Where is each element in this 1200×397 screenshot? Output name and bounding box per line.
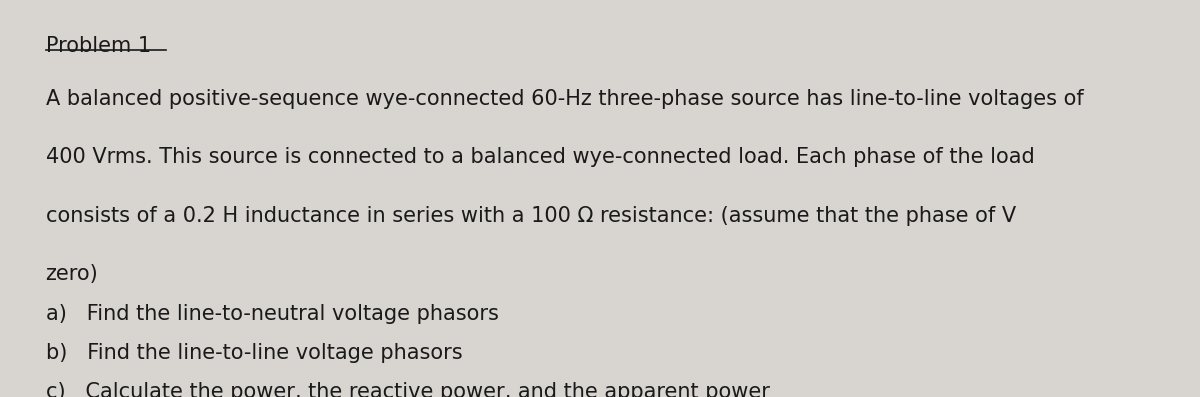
Text: b)   Find the line-to-line voltage phasors: b) Find the line-to-line voltage phasors xyxy=(46,343,462,363)
Text: zero): zero) xyxy=(46,264,98,284)
Text: Problem 1: Problem 1 xyxy=(46,36,151,56)
Text: c)   Calculate the power, the reactive power, and the apparent power: c) Calculate the power, the reactive pow… xyxy=(46,382,769,397)
Text: A balanced positive-sequence wye-connected 60-Hz three-phase source has line-to-: A balanced positive-sequence wye-connect… xyxy=(46,89,1084,109)
Text: 400 Vrms. This source is connected to a balanced wye-connected load. Each phase : 400 Vrms. This source is connected to a … xyxy=(46,147,1034,167)
Text: a)   Find the line-to-neutral voltage phasors: a) Find the line-to-neutral voltage phas… xyxy=(46,304,498,324)
Text: consists of a 0.2 H inductance in series with a 100 Ω resistance: (assume that t: consists of a 0.2 H inductance in series… xyxy=(46,206,1015,226)
